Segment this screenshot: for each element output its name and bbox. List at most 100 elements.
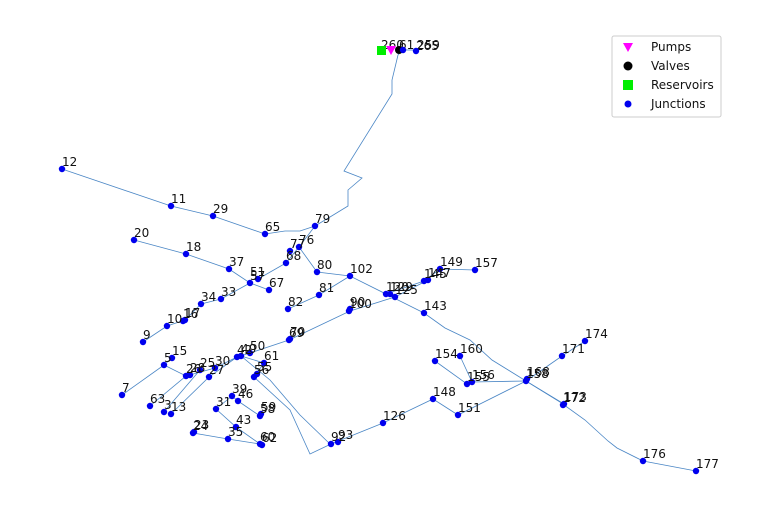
junction-node <box>211 364 219 372</box>
pipe-segment <box>240 355 331 445</box>
junction-node <box>282 259 290 267</box>
junction-node <box>167 202 175 210</box>
node-label: 62 <box>262 431 277 445</box>
node-label: 154 <box>435 347 458 361</box>
junction-node <box>379 419 387 427</box>
junction-node <box>261 230 269 238</box>
node-label: 3 <box>164 398 172 412</box>
legend: Pumps Valves Reservoirs Junctions <box>611 35 722 118</box>
junction-node <box>246 349 254 357</box>
node-label: 80 <box>317 258 332 272</box>
junction-node <box>58 165 66 173</box>
junction-node <box>420 277 428 285</box>
pipe-segment <box>163 369 201 413</box>
node-label: 7 <box>122 381 130 395</box>
node-label: 125 <box>395 283 418 297</box>
node-label: 70 <box>290 325 305 339</box>
node-label: 40 <box>241 342 256 356</box>
junctions-legend-icon <box>624 100 632 108</box>
node-label: 24 <box>193 419 208 433</box>
junction-node <box>558 352 566 360</box>
junction-node <box>454 411 462 419</box>
junction-node <box>212 405 220 413</box>
node-label: 171 <box>562 342 585 356</box>
node-label: 20 <box>134 226 149 240</box>
node-label: 5 <box>164 351 172 365</box>
node-label: 26 <box>186 362 201 376</box>
pipe-layer <box>61 49 697 472</box>
junction-node <box>346 305 354 313</box>
legend-reservoirs-label: Reservoirs <box>651 78 714 92</box>
junction-node <box>228 392 236 400</box>
junction-node <box>209 212 217 220</box>
node-label: 25 <box>200 356 215 370</box>
node-label: 29 <box>213 202 228 216</box>
junction-layer <box>58 165 700 475</box>
node-label: 120 <box>386 280 409 294</box>
node-label: 28 <box>190 361 205 375</box>
pumps-legend-icon <box>623 43 633 52</box>
node-label: 33 <box>221 285 236 299</box>
junction-node <box>471 266 479 274</box>
node-label: 79 <box>315 212 330 226</box>
node-label: 92 <box>331 430 346 444</box>
node-label: 90 <box>350 295 365 309</box>
pipe-segment <box>149 375 187 407</box>
junction-node <box>186 371 194 379</box>
node-label: 39 <box>232 382 247 396</box>
node-label: 93 <box>338 428 353 442</box>
node-label: 30 <box>215 354 230 368</box>
pipe-segment <box>285 246 300 264</box>
node-label: 17 <box>185 306 200 320</box>
node-label: 145 <box>424 267 447 281</box>
junction-node <box>217 295 225 303</box>
junction-node <box>118 391 126 399</box>
junction-node <box>179 317 187 325</box>
junction-node <box>436 265 444 273</box>
junction-node <box>523 375 531 383</box>
node-label: 55 <box>257 360 272 374</box>
junction-node <box>327 440 335 448</box>
junction-node <box>391 293 399 301</box>
junction-node <box>190 428 198 436</box>
node-label: 68 <box>286 249 301 263</box>
valves-legend-icon <box>623 61 633 71</box>
junction-node <box>639 457 647 465</box>
node-label: 82 <box>288 295 303 309</box>
node-label: 57 <box>250 269 265 283</box>
node-label: 143 <box>424 299 447 313</box>
junction-node <box>232 423 240 431</box>
junction-node <box>163 322 171 330</box>
node-label: 69 <box>289 326 304 340</box>
legend-valves-label: Valves <box>651 59 690 73</box>
junction-node <box>258 441 266 449</box>
junction-node <box>334 438 342 446</box>
junction-node <box>399 46 407 54</box>
node-label: 16 <box>183 307 198 321</box>
node-label: 37 <box>229 255 244 269</box>
node-label: 27 <box>209 363 224 377</box>
node-label: 65 <box>265 220 280 234</box>
node-label: 81 <box>319 281 334 295</box>
pipe-segment <box>525 380 565 405</box>
junction-node <box>468 378 476 386</box>
junction-node <box>386 290 394 298</box>
junction-node <box>253 370 261 378</box>
junction-node <box>254 275 262 283</box>
junction-node <box>196 366 204 374</box>
node-label: 100 <box>349 297 372 311</box>
node-label: 31 <box>216 395 231 409</box>
junction-node <box>346 272 354 280</box>
node-label: 23 <box>194 418 209 432</box>
junction-node <box>311 222 319 230</box>
node-label: 177 <box>696 457 719 471</box>
pipe-segment <box>298 246 697 472</box>
node-label: 42 <box>237 343 252 357</box>
node-label: 155 <box>467 370 490 384</box>
junction-node <box>130 236 138 244</box>
junction-node <box>313 268 321 276</box>
pipe-segment <box>459 355 473 383</box>
node-label: 10 <box>167 312 182 326</box>
node-label: 56 <box>254 363 269 377</box>
